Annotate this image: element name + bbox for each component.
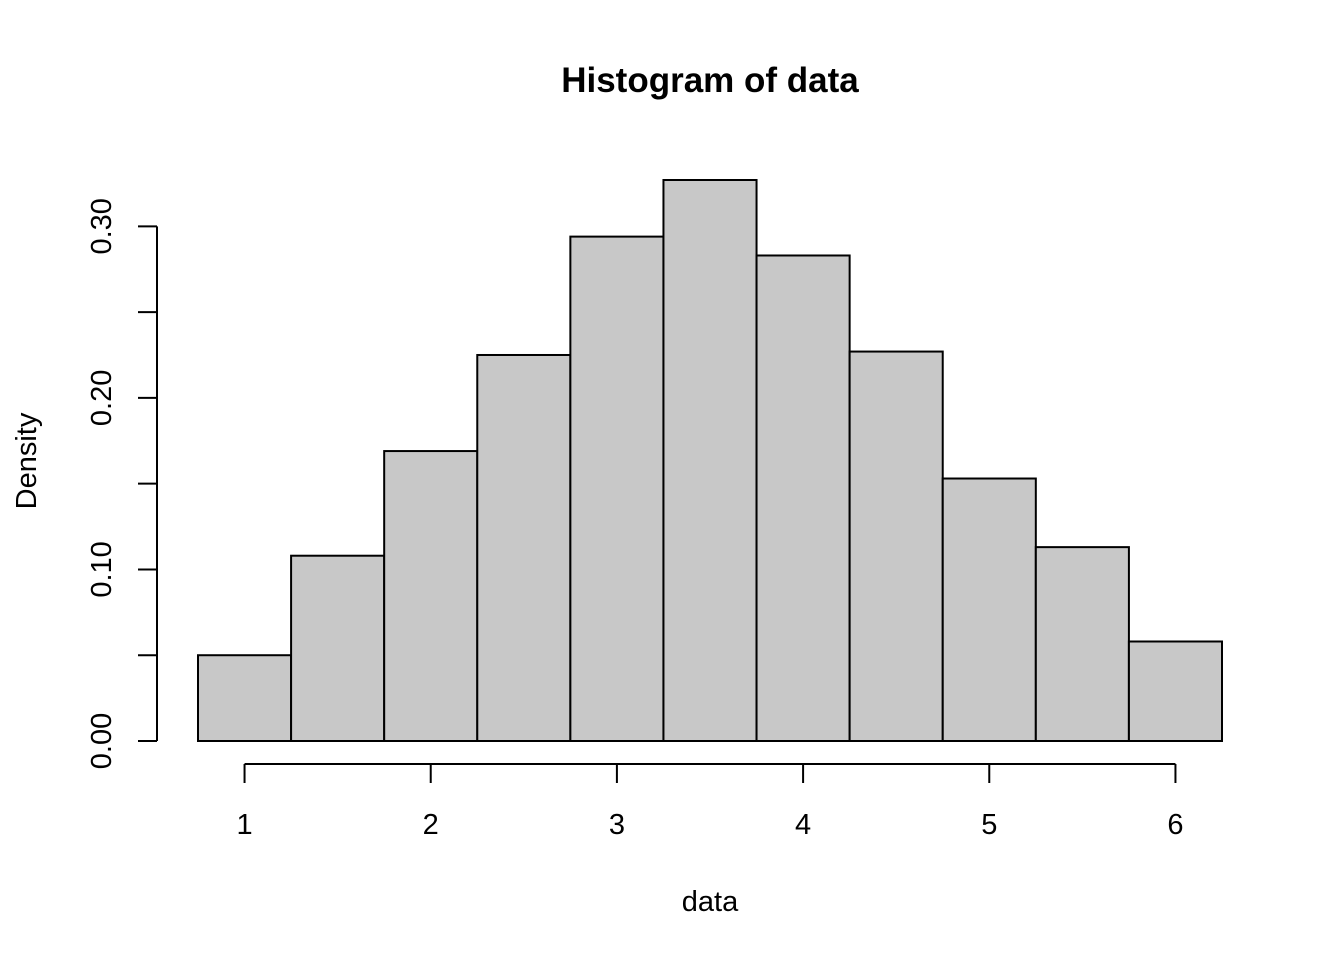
histogram-bar-9	[941, 477, 1037, 742]
histogram-bar-11	[1127, 640, 1223, 743]
x-tick-label-6: 6	[1167, 809, 1183, 841]
y-tick-label-2: 0.10	[86, 541, 118, 597]
y-axis: 0.00 0.10 0.20 0.30	[86, 198, 158, 769]
histogram-bar-2	[290, 554, 386, 742]
histogram-bar-6	[662, 179, 758, 742]
x-tick-label-5: 5	[981, 809, 997, 841]
histogram-bar-1	[197, 654, 293, 742]
histogram-bar-3	[383, 450, 479, 742]
histogram-bar-7	[755, 254, 851, 742]
x-tick-label-4: 4	[795, 809, 811, 841]
histogram-bar-4	[476, 353, 572, 742]
bars-group	[197, 179, 1223, 743]
x-tick-label-2: 2	[423, 809, 439, 841]
histogram-bar-10	[1034, 546, 1130, 743]
x-axis: 1 2 3 4 5 6	[236, 763, 1184, 841]
chart-title: Histogram of data	[561, 61, 859, 100]
histogram-bar-8	[848, 350, 944, 742]
histogram-bar-5	[569, 235, 665, 742]
x-tick-label-3: 3	[609, 809, 625, 841]
y-axis-label: Density	[11, 412, 43, 509]
y-tick-label-1: 0.00	[86, 713, 118, 769]
y-tick-label-3: 0.20	[86, 370, 118, 426]
x-tick-label-1: 1	[236, 809, 252, 841]
x-axis-label: data	[682, 886, 739, 918]
y-tick-label-4: 0.30	[86, 198, 118, 254]
